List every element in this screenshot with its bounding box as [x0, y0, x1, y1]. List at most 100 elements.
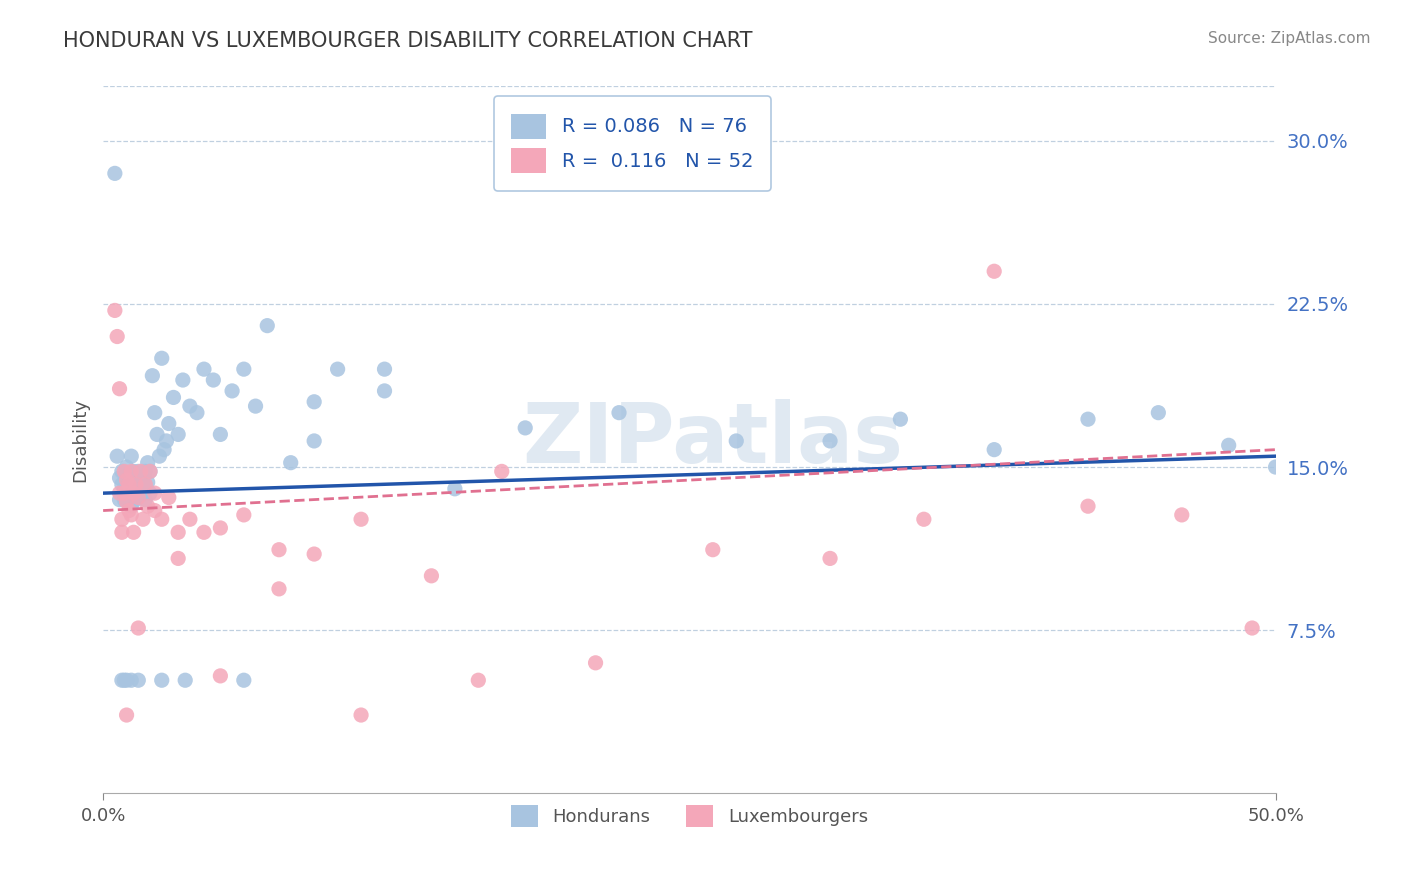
Point	[983, 442, 1005, 457]
Point	[350, 708, 373, 723]
Point	[111, 512, 134, 526]
Point	[115, 473, 138, 487]
Point	[267, 542, 290, 557]
Point	[141, 368, 163, 383]
Point	[143, 406, 166, 420]
Point	[193, 525, 215, 540]
Point	[105, 329, 128, 343]
Point	[120, 482, 142, 496]
Text: HONDURAN VS LUXEMBOURGER DISABILITY CORRELATION CHART: HONDURAN VS LUXEMBOURGER DISABILITY CORR…	[63, 31, 752, 51]
Point	[172, 373, 194, 387]
Point	[132, 486, 155, 500]
Y-axis label: Disability: Disability	[72, 398, 89, 482]
Point	[179, 512, 201, 526]
Point	[702, 542, 724, 557]
Point	[134, 477, 156, 491]
Point	[1077, 499, 1099, 513]
Point	[127, 464, 149, 478]
Point	[232, 673, 254, 688]
Point	[818, 551, 841, 566]
Point	[127, 482, 149, 496]
Point	[118, 471, 141, 485]
Point	[167, 525, 190, 540]
Point	[104, 166, 127, 180]
Point	[1264, 460, 1286, 475]
Point	[1171, 508, 1194, 522]
Point	[139, 464, 162, 478]
Point	[444, 482, 467, 496]
Point	[280, 456, 302, 470]
Point	[120, 499, 142, 513]
Point	[209, 521, 232, 535]
Point	[818, 434, 841, 448]
Point	[1241, 621, 1264, 635]
Point	[125, 475, 148, 490]
Point	[127, 621, 149, 635]
Point	[139, 464, 162, 478]
Point	[150, 512, 173, 526]
Point	[1147, 406, 1170, 420]
Point	[143, 503, 166, 517]
Point	[108, 492, 131, 507]
Point	[134, 464, 156, 478]
Point	[193, 362, 215, 376]
Point	[1077, 412, 1099, 426]
Point	[209, 427, 232, 442]
Point	[267, 582, 290, 596]
Point	[125, 477, 148, 491]
Point	[150, 673, 173, 688]
Point	[122, 486, 145, 500]
Point	[143, 486, 166, 500]
Point	[136, 456, 159, 470]
Point	[607, 406, 630, 420]
Point	[139, 486, 162, 500]
Point	[132, 512, 155, 526]
Point	[162, 391, 184, 405]
Point	[118, 477, 141, 491]
Point	[115, 673, 138, 688]
Point	[105, 449, 128, 463]
Point	[202, 373, 225, 387]
Point	[108, 471, 131, 485]
Point	[373, 384, 395, 398]
Point	[1218, 438, 1240, 452]
Point	[112, 673, 135, 688]
Point	[136, 475, 159, 490]
Point	[420, 569, 443, 583]
Point	[112, 492, 135, 507]
Point	[129, 464, 152, 478]
Point	[167, 427, 190, 442]
Point	[112, 464, 135, 478]
Point	[209, 669, 232, 683]
Point	[302, 547, 325, 561]
Point	[302, 394, 325, 409]
Point	[256, 318, 278, 333]
Point	[115, 460, 138, 475]
Point	[889, 412, 911, 426]
Point	[153, 442, 176, 457]
Point	[111, 464, 134, 478]
Point	[111, 673, 134, 688]
Point	[245, 399, 267, 413]
Point	[118, 486, 141, 500]
Text: ZIPatlas: ZIPatlas	[522, 400, 903, 481]
Point	[155, 434, 177, 448]
Point	[157, 417, 180, 431]
Point	[134, 492, 156, 507]
Point	[912, 512, 935, 526]
Point	[983, 264, 1005, 278]
Point	[148, 449, 170, 463]
Point	[302, 434, 325, 448]
Point	[111, 525, 134, 540]
Point	[120, 464, 142, 478]
Point	[232, 508, 254, 522]
Point	[221, 384, 243, 398]
Point	[350, 512, 373, 526]
Point	[122, 525, 145, 540]
Point	[373, 362, 395, 376]
Point	[174, 673, 197, 688]
Point	[132, 475, 155, 490]
Point	[127, 491, 149, 505]
Point	[125, 492, 148, 507]
Text: Source: ZipAtlas.com: Source: ZipAtlas.com	[1208, 31, 1371, 46]
